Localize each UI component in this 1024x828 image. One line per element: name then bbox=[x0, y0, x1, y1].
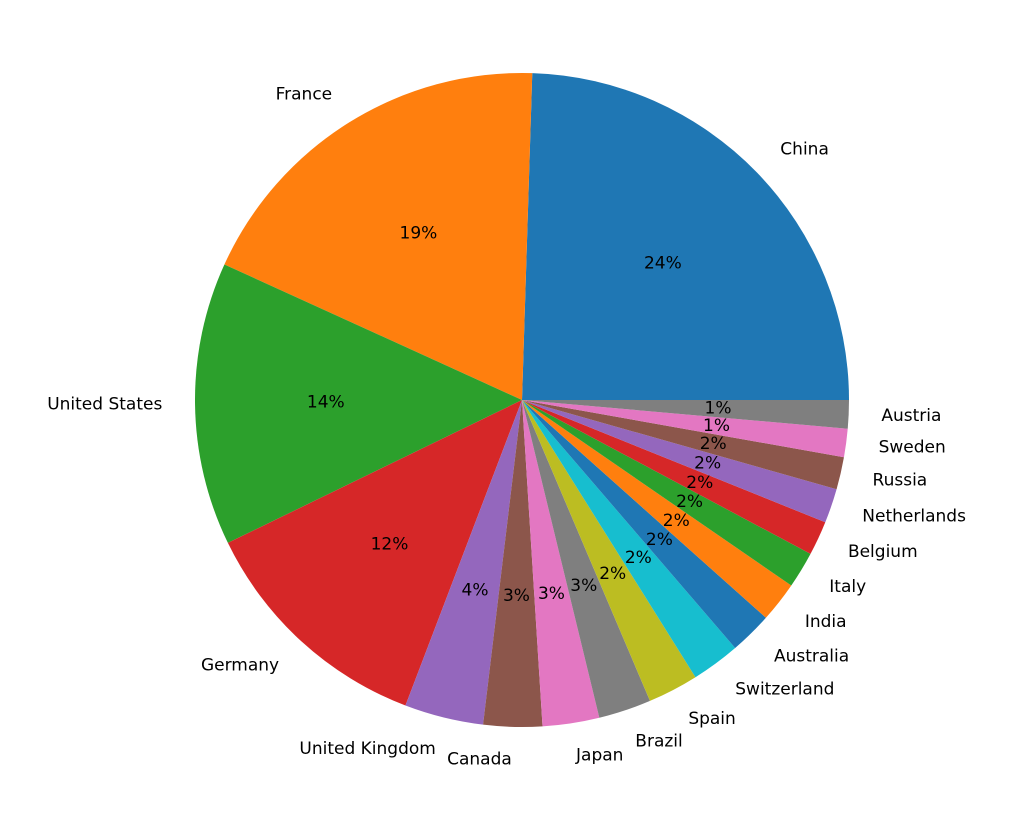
percent-label: 19% bbox=[400, 223, 438, 243]
pie-slice bbox=[522, 400, 792, 618]
percent-label: 12% bbox=[371, 535, 409, 555]
percent-label: 2% bbox=[625, 548, 652, 568]
pie-slice bbox=[522, 400, 650, 718]
pie-slice bbox=[405, 400, 522, 725]
slice-label: Switzerland bbox=[735, 680, 834, 700]
percent-label: 3% bbox=[570, 576, 597, 596]
slice-label: United Kingdom bbox=[299, 739, 435, 759]
pie-slice bbox=[522, 400, 736, 678]
pie-slice bbox=[195, 264, 522, 543]
percent-label: 2% bbox=[676, 492, 703, 512]
slice-label: India bbox=[805, 612, 847, 632]
pie-slice bbox=[522, 400, 766, 648]
slice-label: Russia bbox=[873, 471, 928, 491]
slice-label: Spain bbox=[688, 709, 736, 729]
pie-slice bbox=[522, 400, 600, 727]
percent-label: 2% bbox=[599, 564, 626, 584]
percent-label: 2% bbox=[663, 511, 690, 531]
pie-slice bbox=[522, 400, 696, 701]
percent-label: 3% bbox=[538, 584, 565, 604]
percent-label: 14% bbox=[307, 392, 345, 412]
percent-label: 24% bbox=[644, 253, 682, 273]
slice-label: China bbox=[780, 140, 829, 160]
percent-label: 2% bbox=[646, 530, 673, 550]
slice-label: Japan bbox=[575, 746, 623, 766]
pie-slice bbox=[522, 73, 849, 401]
slice-label: Sweden bbox=[879, 437, 946, 457]
slice-label: United States bbox=[47, 395, 162, 415]
slice-label: Italy bbox=[829, 577, 866, 597]
pie-slice bbox=[227, 400, 523, 706]
pie-slice bbox=[522, 400, 826, 554]
percent-label: 2% bbox=[686, 473, 713, 493]
slice-label: Australia bbox=[774, 647, 849, 667]
percent-label: 1% bbox=[703, 416, 730, 436]
percent-label: 2% bbox=[700, 434, 727, 454]
pie-slice bbox=[522, 400, 811, 586]
slice-label: Canada bbox=[447, 750, 512, 770]
slice-label: France bbox=[276, 84, 333, 104]
slice-label: Germany bbox=[201, 655, 279, 675]
pie-slice bbox=[522, 400, 844, 490]
percent-label: 2% bbox=[694, 454, 721, 474]
pie-slice bbox=[522, 400, 837, 523]
slice-label: Netherlands bbox=[862, 507, 966, 527]
pie-slice bbox=[522, 400, 849, 429]
pie-slice bbox=[522, 400, 848, 458]
slice-label: Brazil bbox=[635, 731, 682, 751]
percent-label: 1% bbox=[705, 399, 732, 419]
percent-label: 4% bbox=[462, 580, 489, 600]
pie-slice bbox=[483, 400, 543, 728]
slice-label: Austria bbox=[881, 406, 941, 426]
slice-label: Belgium bbox=[848, 542, 918, 562]
percent-label: 3% bbox=[503, 586, 530, 606]
pie-slice bbox=[224, 73, 533, 400]
